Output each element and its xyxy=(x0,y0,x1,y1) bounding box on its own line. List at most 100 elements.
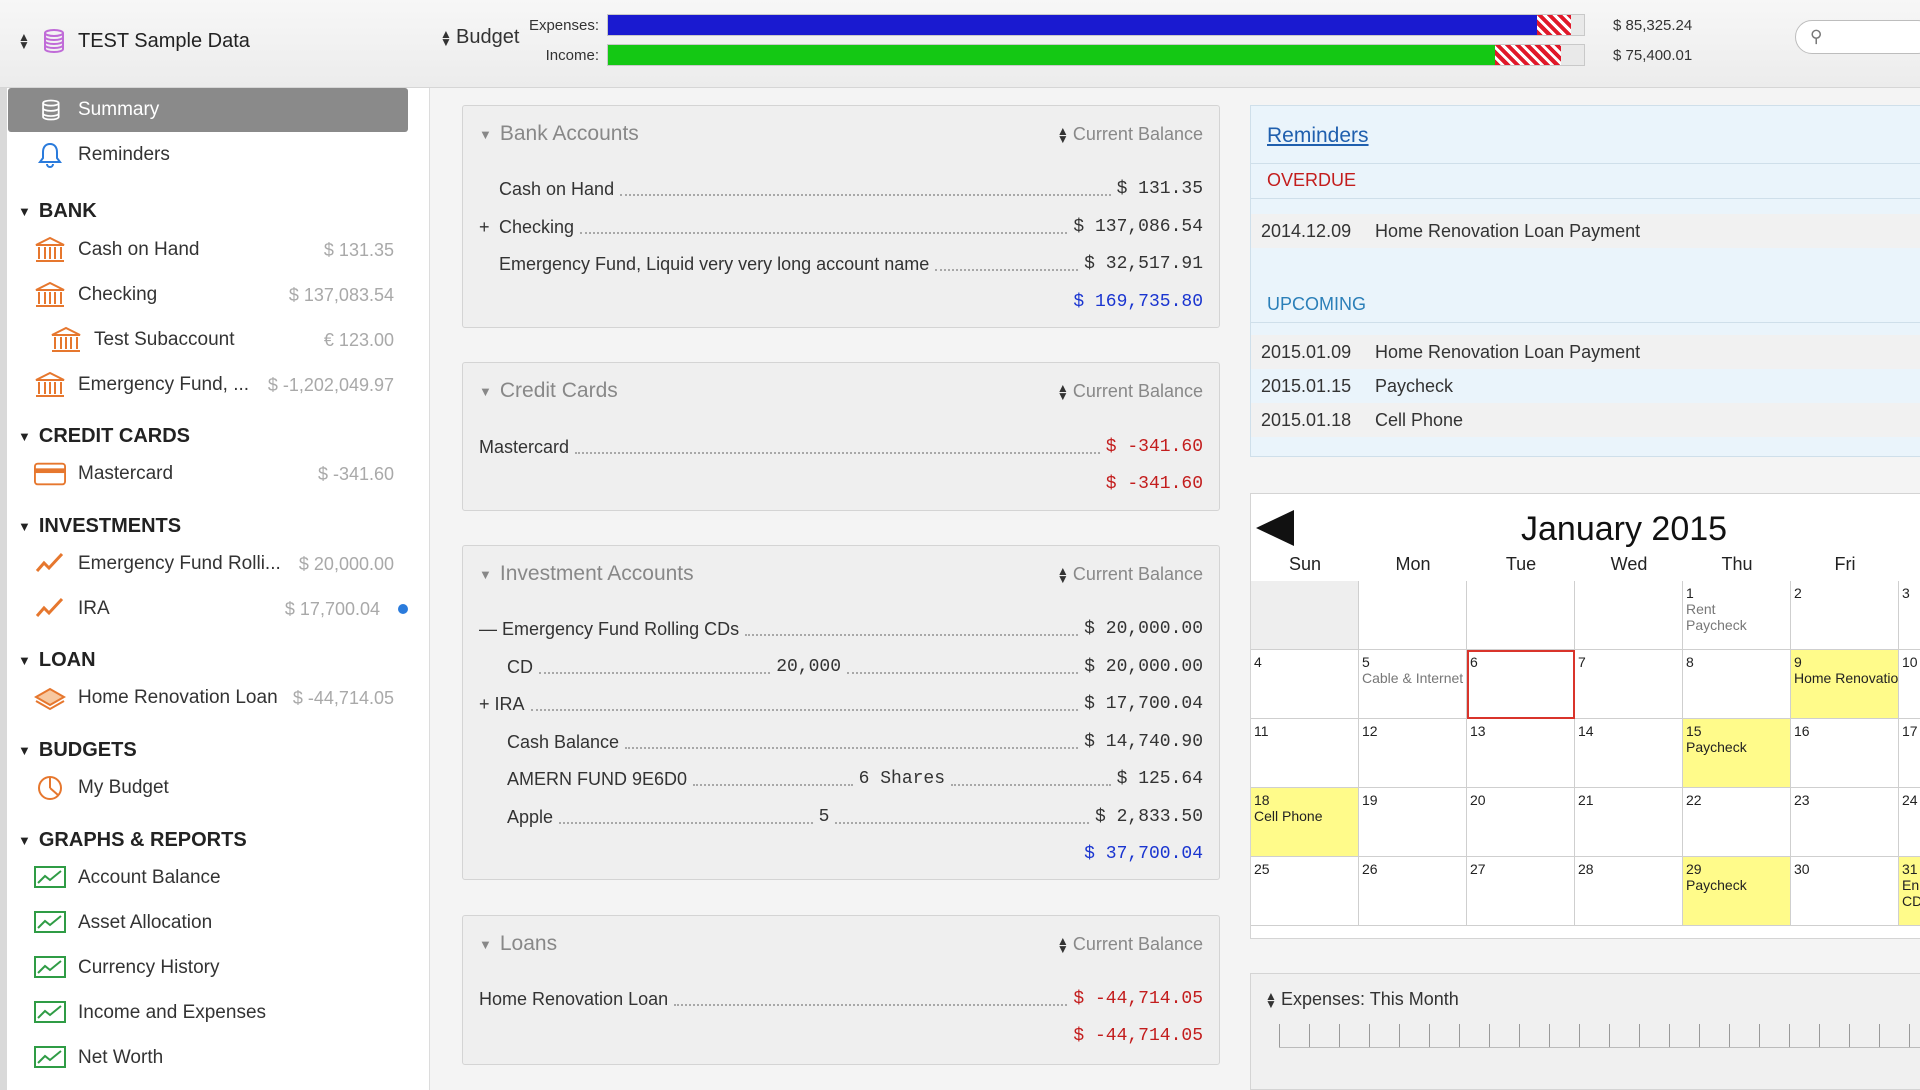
budget-selector[interactable]: ▲ ▼ Budget xyxy=(440,26,519,49)
calendar-day-cell[interactable]: 27 xyxy=(1467,857,1575,926)
calendar-day-cell[interactable]: 24 xyxy=(1899,788,1920,857)
calendar-day-cell[interactable]: 15 Paycheck xyxy=(1683,719,1791,788)
calendar-event[interactable]: Home Renovation xyxy=(1794,670,1899,686)
previous-month-icon[interactable] xyxy=(1256,510,1294,546)
account-row[interactable]: + IRA $ 17,700.04 xyxy=(479,693,1203,715)
calendar-day-cell[interactable]: 8 xyxy=(1683,650,1791,719)
calendar-event[interactable]: Paycheck xyxy=(1686,739,1747,755)
calendar-day-cell[interactable]: 20 xyxy=(1467,788,1575,857)
sidebar-item-income-and-expenses[interactable]: Income and Expenses xyxy=(8,991,408,1035)
sidebar: Summary Reminders ▼ BANK Cash on Hand $ 1… xyxy=(0,88,430,1090)
sidebar-item-emergency-fund-rolling[interactable]: Emergency Fund Rolli... $ 20,000.00 xyxy=(8,542,408,586)
sidebar-section-budgets[interactable]: ▼ BUDGETS xyxy=(18,739,137,762)
calendar-day-cell[interactable]: 10 xyxy=(1899,650,1920,719)
sidebar-item-test-subaccount[interactable]: Test Subaccount € 123.00 xyxy=(8,318,408,362)
expand-icon[interactable]: + xyxy=(479,216,490,237)
reminder-row[interactable]: 2015.01.15 Paycheck xyxy=(1261,375,1454,396)
sidebar-section-credit-cards[interactable]: ▼ CREDIT CARDS xyxy=(18,425,190,448)
calendar-day-cell[interactable]: 21 xyxy=(1575,788,1683,857)
calendar-day-cell[interactable]: 14 xyxy=(1575,719,1683,788)
calendar-day-cell[interactable]: 29 Paycheck xyxy=(1683,857,1791,926)
calendar-day-cell[interactable]: 4 xyxy=(1251,650,1359,719)
calendar-event[interactable]: Rent xyxy=(1686,601,1716,617)
calendar-event[interactable]: CD xyxy=(1902,893,1920,909)
sidebar-section-investments[interactable]: ▼ INVESTMENTS xyxy=(18,515,181,538)
calendar-event[interactable]: Paycheck xyxy=(1686,617,1747,633)
account-row[interactable]: Home Renovation Loan $ -44,714.05 xyxy=(479,988,1203,1010)
calendar-day-cell[interactable] xyxy=(1467,581,1575,650)
balance-sort-selector[interactable]: ▲ ▼ Current Balance xyxy=(1056,123,1203,146)
calendar-day-cell[interactable]: 28 xyxy=(1575,857,1683,926)
reminder-row[interactable]: 2015.01.18 Cell Phone xyxy=(1251,403,1920,437)
sidebar-item-summary[interactable]: Summary xyxy=(8,88,408,132)
calendar-day-cell[interactable]: 17 xyxy=(1899,719,1920,788)
account-row[interactable]: Emergency Fund, Liquid very very long ac… xyxy=(499,253,1203,275)
calendar-event[interactable]: Cable & Internet xyxy=(1362,670,1464,686)
calendar-day-cell[interactable]: 22 xyxy=(1683,788,1791,857)
sidebar-section-bank[interactable]: ▼ BANK xyxy=(18,200,97,223)
account-row[interactable]: Cash on Hand $ 131.35 xyxy=(499,178,1203,200)
sidebar-item-asset-allocation[interactable]: Asset Allocation xyxy=(8,901,408,945)
calendar-day-cell[interactable]: 23 xyxy=(1791,788,1899,857)
calendar-day-cell[interactable] xyxy=(1251,581,1359,650)
holding-row[interactable]: CD 20,000 $ 20,000.00 xyxy=(507,656,1204,678)
balance-sort-selector[interactable]: ▲ ▼ Current Balance xyxy=(1056,380,1203,403)
sidebar-item-account-balance[interactable]: Account Balance xyxy=(8,856,408,900)
calendar-day-cell[interactable]: 26 xyxy=(1359,857,1467,926)
account-row[interactable]: + Checking $ 137,086.54 xyxy=(479,216,1203,238)
calendar-day-cell[interactable]: 18 Cell Phone xyxy=(1251,788,1359,857)
calendar-day-cell[interactable] xyxy=(1359,581,1467,650)
calendar-day-cell[interactable]: 31EnCD xyxy=(1899,857,1920,926)
calendar-day-cell[interactable]: 2 xyxy=(1791,581,1899,650)
calendar-day-cell[interactable]: 19 xyxy=(1359,788,1467,857)
updown-icon: ▲ ▼ xyxy=(1056,563,1069,586)
calendar-day-cell[interactable]: 12 xyxy=(1359,719,1467,788)
calendar-day-cell[interactable]: 9 Home Renovation xyxy=(1791,650,1899,719)
sidebar-section-graphs-reports[interactable]: ▼ GRAPHS & REPORTS xyxy=(18,829,247,852)
sidebar-item-cash-on-hand[interactable]: Cash on Hand $ 131.35 xyxy=(8,228,408,272)
calendar-event[interactable]: Paycheck xyxy=(1686,877,1747,893)
sidebar-section-loan[interactable]: ▼ LOAN xyxy=(18,649,96,672)
calendar-day-cell[interactable]: 3 xyxy=(1899,581,1920,650)
file-selector[interactable]: ▲ ▼ TEST Sample Data xyxy=(18,26,250,56)
panel-title[interactable]: ▼ Bank Accounts xyxy=(479,122,639,145)
calendar-event[interactable]: Cell Phone xyxy=(1254,808,1323,824)
calendar-day-cell[interactable] xyxy=(1575,581,1683,650)
income-label: Income: xyxy=(545,46,599,64)
holding-row[interactable]: Cash Balance $ 14,740.90 xyxy=(507,731,1203,753)
reminders-title-link[interactable]: Reminders xyxy=(1267,124,1369,147)
calendar-day-cell[interactable]: 1 Rent Paycheck xyxy=(1683,581,1791,650)
sidebar-item-emergency-fund[interactable]: Emergency Fund, ... $ -1,202,049.97 xyxy=(8,363,408,407)
calendar-day-cell[interactable]: 25 xyxy=(1251,857,1359,926)
sidebar-item-ira[interactable]: IRA $ 17,700.04 xyxy=(8,587,408,631)
holding-row[interactable]: AMERN FUND 9E6D0 6 Shares $ 125.64 xyxy=(507,768,1204,790)
expenses-period-selector[interactable]: ▲ ▼ Expenses: This Month xyxy=(1265,988,1459,1011)
reminder-row[interactable]: 2014.12.09 Home Renovation Loan Payment xyxy=(1251,214,1920,248)
search-input[interactable]: ⚲ xyxy=(1795,20,1920,54)
calendar-day-cell[interactable]: 7 xyxy=(1575,650,1683,719)
sidebar-item-checking[interactable]: Checking $ 137,083.54 xyxy=(8,273,408,317)
calendar-day-cell[interactable]: 13 xyxy=(1467,719,1575,788)
balance-sort-selector[interactable]: ▲ ▼ Current Balance xyxy=(1056,563,1203,586)
panel-title[interactable]: ▼ Credit Cards xyxy=(479,379,618,402)
sidebar-item-my-budget[interactable]: My Budget xyxy=(8,766,408,810)
bank-accounts-panel: ▼ Bank Accounts ▲ ▼ Current Balance Cash on… xyxy=(462,105,1220,328)
holding-row[interactable]: Apple 5 $ 2,833.50 xyxy=(507,806,1204,828)
sidebar-item-mastercard[interactable]: Mastercard $ -341.60 xyxy=(8,452,408,496)
panel-title[interactable]: ▼ Investment Accounts xyxy=(479,562,694,585)
sidebar-item-reminders[interactable]: Reminders xyxy=(8,133,408,177)
calendar-day-cell[interactable]: 11 xyxy=(1251,719,1359,788)
calendar-day-cell[interactable]: 5 Cable & Internet xyxy=(1359,650,1467,719)
sidebar-item-net-worth[interactable]: Net Worth xyxy=(8,1036,408,1080)
sidebar-item-home-renovation-loan[interactable]: Home Renovation Loan $ -44,714.05 xyxy=(8,676,408,720)
balance-sort-selector[interactable]: ▲ ▼ Current Balance xyxy=(1056,933,1203,956)
panel-title[interactable]: ▼ Loans xyxy=(479,932,558,955)
account-row[interactable]: — Emergency Fund Rolling CDs $ 20,000.00 xyxy=(479,618,1203,640)
account-row[interactable]: Mastercard $ -341.60 xyxy=(479,436,1203,458)
calendar-event[interactable]: En xyxy=(1902,877,1920,893)
calendar-day-cell[interactable]: 30 xyxy=(1791,857,1899,926)
sidebar-item-currency-history[interactable]: Currency History xyxy=(8,946,408,990)
calendar-day-cell[interactable]: 6 xyxy=(1467,650,1575,719)
calendar-day-cell[interactable]: 16 xyxy=(1791,719,1899,788)
